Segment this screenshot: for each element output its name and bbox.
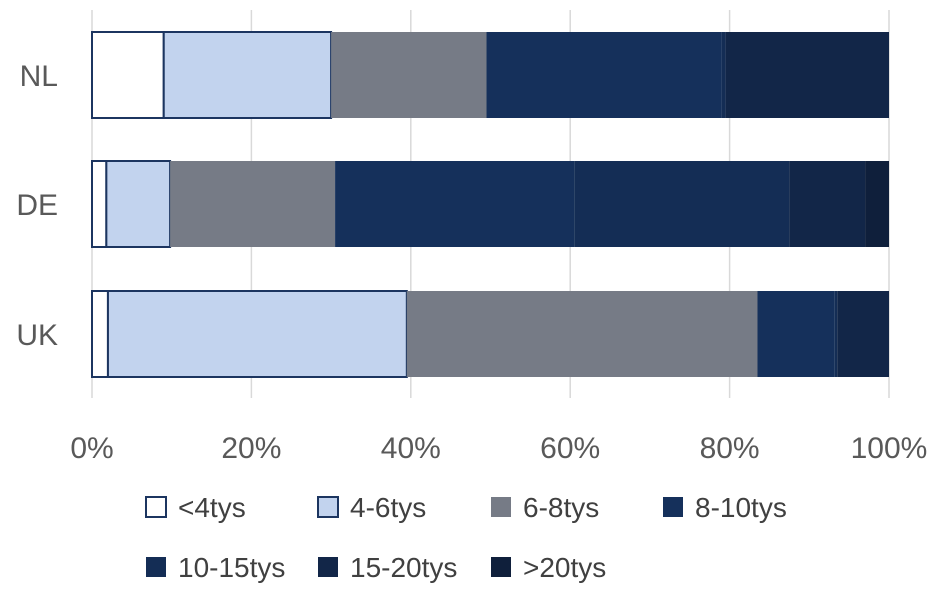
legend: <4tys 4-6tys 6-8tys 8-10tys 10-15tys 15-20tys… (145, 492, 787, 583)
legend-label: 15-20tys (350, 552, 457, 583)
x-tick-label: 40% (381, 432, 441, 465)
legend-swatch (491, 557, 511, 577)
bar-segment (91, 290, 109, 378)
legend-swatch (145, 496, 167, 518)
category-label: DE (16, 189, 58, 222)
legend-item: 6-8tys (491, 492, 599, 523)
bar-segment (721, 32, 726, 118)
legend-swatch (146, 557, 166, 577)
bar-segment (91, 31, 165, 119)
legend-swatch (663, 497, 683, 517)
legend-item: 10-15tys (146, 552, 285, 583)
bar-segment (406, 291, 758, 377)
bar-segment (91, 160, 108, 248)
legend-swatch (317, 496, 339, 518)
legend-label: <4tys (178, 492, 246, 523)
bar-segment (486, 32, 722, 118)
bar-segment (865, 161, 889, 247)
x-tick-label: 20% (221, 432, 281, 465)
bar-segment (834, 291, 838, 377)
bar-segment (105, 160, 172, 248)
bar-segment (837, 291, 889, 377)
legend-item: 8-10tys (663, 492, 787, 523)
legend-swatch (491, 497, 511, 517)
axes: 0% 20% 40% 60% 80% 100% NL DE UK (16, 60, 927, 465)
legend-swatch (318, 557, 338, 577)
bar-segment (106, 290, 408, 378)
x-tick-label: 60% (540, 432, 600, 465)
x-tick-label: 0% (70, 432, 113, 465)
bar-segment (331, 32, 487, 118)
bar-segment (162, 31, 333, 119)
legend-label: 10-15tys (178, 552, 285, 583)
legend-label: >20tys (523, 552, 606, 583)
bars (91, 31, 889, 378)
bar-segment (574, 161, 790, 247)
legend-item: 15-20tys (318, 552, 457, 583)
category-label: NL (20, 60, 58, 93)
bar-segment (789, 161, 866, 247)
legend-label: 4-6tys (350, 492, 426, 523)
x-tick-label: 80% (700, 432, 760, 465)
x-tick-label: 100% (851, 432, 928, 465)
bar-segment (725, 32, 889, 118)
bar-segment (757, 291, 835, 377)
legend-label: 6-8tys (523, 492, 599, 523)
legend-item: <4tys (145, 492, 246, 523)
legend-item: >20tys (491, 552, 606, 583)
legend-item: 4-6tys (317, 492, 426, 523)
bar-segment (335, 161, 575, 247)
legend-label: 8-10tys (695, 492, 787, 523)
category-label: UK (16, 319, 58, 352)
bar-segment (170, 161, 336, 247)
